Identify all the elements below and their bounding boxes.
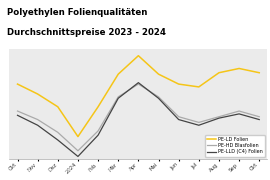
Text: Polyethylen Folienqualitäten: Polyethylen Folienqualitäten bbox=[7, 8, 147, 17]
Text: Durchschnittspreise 2023 - 2024: Durchschnittspreise 2023 - 2024 bbox=[7, 28, 166, 37]
Legend: PE-LD Folien, PE-HD Blasfolien, PE-LLD (C4) Folien: PE-LD Folien, PE-HD Blasfolien, PE-LLD (… bbox=[205, 135, 265, 157]
Text: © 2024 Kunststoff Information, Bad Homburg · www.kiweb.de: © 2024 Kunststoff Information, Bad Hombu… bbox=[7, 168, 133, 172]
